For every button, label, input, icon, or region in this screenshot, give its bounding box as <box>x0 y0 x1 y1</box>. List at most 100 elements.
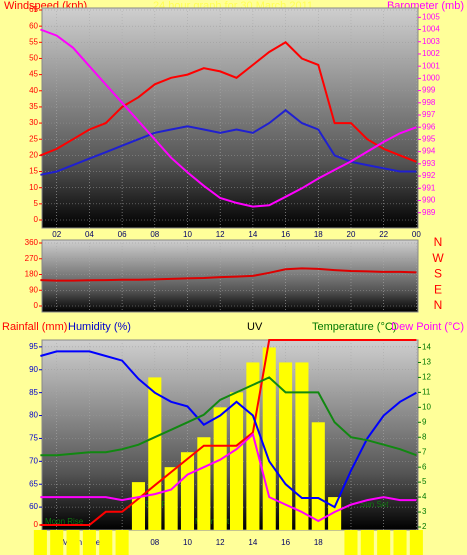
x-tick-label: 00 <box>412 230 421 239</box>
y-tick-label: 85 <box>29 388 38 397</box>
uv-bar <box>360 530 374 555</box>
y-tick-label: 13 <box>422 358 431 367</box>
y-tick-label: 40 <box>29 86 38 95</box>
series-line <box>40 267 417 282</box>
y-tick-label: 1001 <box>422 61 440 70</box>
uv-bar <box>262 347 276 530</box>
uv-bar <box>213 407 227 530</box>
uv-bar <box>409 530 423 555</box>
uv-bar <box>164 467 178 530</box>
x-tick-label: 02 <box>52 230 61 239</box>
y-tick-label: 90 <box>29 365 38 374</box>
x-tick-label: 12 <box>216 538 225 547</box>
dew-label: Dew Point (°C) <box>391 321 464 333</box>
x-tick-label: 14 <box>248 230 257 239</box>
y-tick-label: 3 <box>422 507 427 516</box>
event-label: Sun Set <box>360 500 389 509</box>
y-tick-label: 1003 <box>422 37 440 46</box>
series-line <box>40 339 417 526</box>
rain-label: Rainfall (mm) <box>2 321 67 333</box>
y-tick-label: 1004 <box>422 25 440 34</box>
uv-bar <box>377 530 391 555</box>
x-tick-label: 10 <box>183 230 192 239</box>
compass-label: N <box>434 298 443 312</box>
y-tick-label: 0 <box>34 301 39 310</box>
y-tick-label: 60 <box>29 502 38 511</box>
y-tick-label: 994 <box>422 147 436 156</box>
y-tick-label: 1002 <box>422 49 440 58</box>
uv-bar <box>344 530 358 555</box>
y-tick-label: 8 <box>422 432 427 441</box>
y-tick-label: 6 <box>422 462 427 471</box>
uv-bar <box>148 377 162 530</box>
x-tick-label: 20 <box>347 230 356 239</box>
x-tick-label: 18 <box>314 538 323 547</box>
uv-bar <box>230 392 244 530</box>
compass-label: S <box>434 267 442 281</box>
x-tick-label: 18 <box>314 230 323 239</box>
x-tick-label: 08 <box>150 538 159 547</box>
uv-bar <box>33 530 47 555</box>
y-tick-label: 993 <box>422 159 436 168</box>
y-tick-label: 180 <box>25 270 39 279</box>
y-tick-label: 75 <box>29 434 38 443</box>
y-tick-label: 990 <box>422 196 436 205</box>
y-tick-label: 0 <box>34 520 39 529</box>
y2-label: Barometer (mb) <box>387 0 464 12</box>
y-tick-label: 65 <box>29 5 38 14</box>
y-tick-label: 991 <box>422 183 436 192</box>
y-tick-label: 10 <box>422 402 431 411</box>
y-tick-label: 9 <box>422 417 427 426</box>
x-tick-label: 06 <box>118 230 127 239</box>
y-tick-label: 7 <box>422 447 427 456</box>
y-tick-label: 2 <box>422 522 427 531</box>
x-tick-label: 04 <box>85 230 94 239</box>
event-label: Moon Set <box>195 517 230 526</box>
y-tick-label: 992 <box>422 171 436 180</box>
y-tick-label: 270 <box>25 254 39 263</box>
x-tick-label: 16 <box>281 230 290 239</box>
event-label: Sun Rise <box>145 500 178 509</box>
uv-bar <box>180 452 195 530</box>
plot-area <box>41 7 419 229</box>
y-tick-label: 11 <box>422 387 431 396</box>
y-tick-label: 50 <box>29 54 38 63</box>
y-tick-label: 25 <box>29 134 38 143</box>
series-line <box>40 350 417 509</box>
y-tick-label: 12 <box>422 373 431 382</box>
x-tick-label: 22 <box>379 230 388 239</box>
y-tick-label: 4 <box>422 492 427 501</box>
uv-bar <box>295 362 309 530</box>
temp-label: Temperature (°C) <box>312 321 396 333</box>
uv-label: UV <box>247 321 263 333</box>
event-label: Moon Rise <box>62 538 101 547</box>
uv-bar <box>131 482 145 530</box>
y-tick-label: 60 <box>29 21 38 30</box>
uv-bar <box>50 530 64 555</box>
y-tick-label: 997 <box>422 110 436 119</box>
y-tick-label: 15 <box>29 167 38 176</box>
uv-bar <box>115 530 129 555</box>
series-line <box>40 28 417 208</box>
event-label: Moon Rise <box>45 517 84 526</box>
series-line <box>40 41 417 163</box>
y-tick-label: 55 <box>29 37 38 46</box>
y-label: Windspeed (kph) <box>4 0 87 12</box>
y-tick-label: 80 <box>29 411 38 420</box>
y-tick-label: 998 <box>422 98 436 107</box>
y-tick-label: 95 <box>29 342 38 351</box>
series-line <box>40 108 417 176</box>
y-tick-label: 1000 <box>422 73 440 82</box>
y-tick-label: 10 <box>29 183 38 192</box>
x-tick-label: 08 <box>150 230 159 239</box>
uv-bar <box>197 437 211 530</box>
y-tick-label: 65 <box>29 479 38 488</box>
y-tick-label: 0 <box>34 215 39 224</box>
y-tick-label: 45 <box>29 70 38 79</box>
y-tick-label: 989 <box>422 208 436 217</box>
x-tick-label: 12 <box>216 230 225 239</box>
y-tick-label: 20 <box>29 150 38 159</box>
compass-label: N <box>434 235 443 249</box>
y-tick-label: 1005 <box>422 12 440 21</box>
